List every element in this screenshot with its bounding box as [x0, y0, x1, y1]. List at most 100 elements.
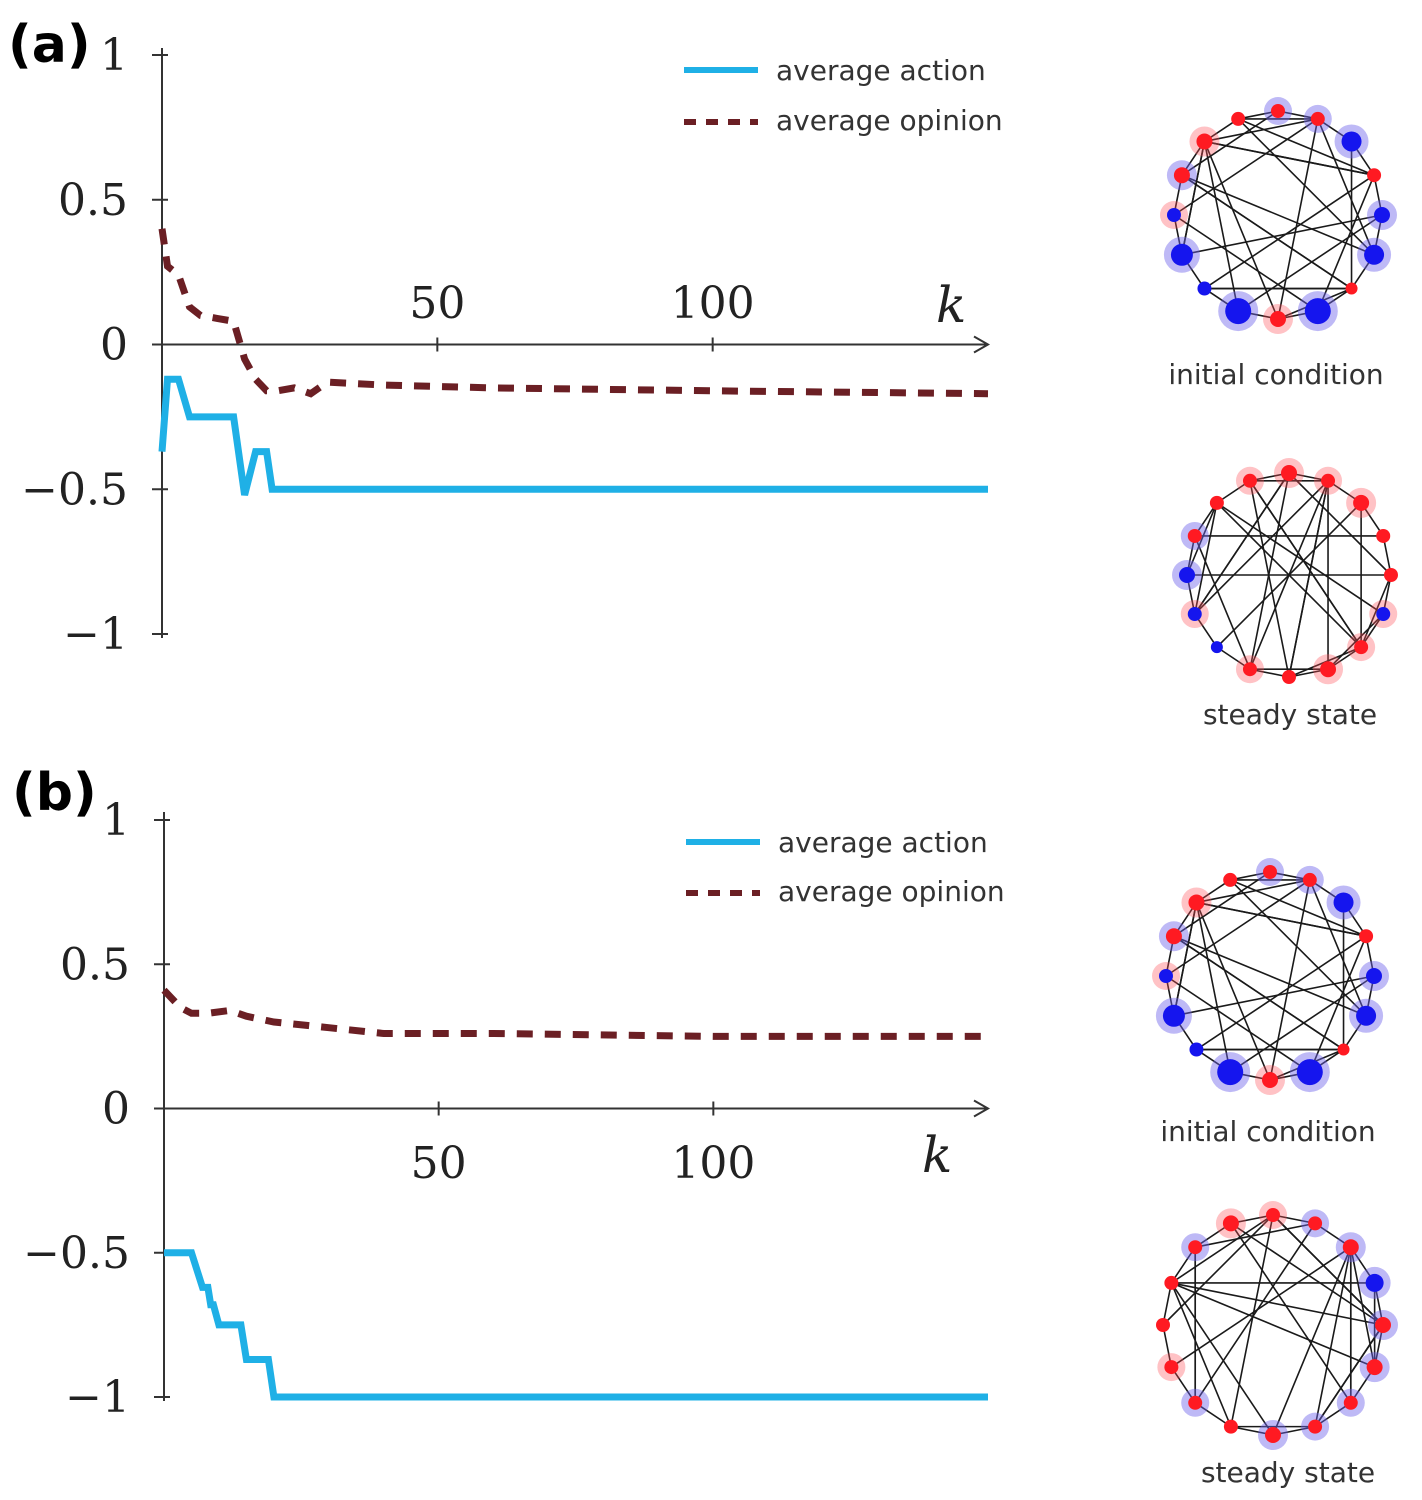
- legend-label-action-b: average action: [778, 826, 988, 859]
- network-node: [1333, 892, 1354, 913]
- legend-a: average action average opinion: [684, 54, 1003, 137]
- network-node: [1164, 1275, 1179, 1290]
- network-edge: [1165, 975, 1311, 1073]
- network-node: [1242, 473, 1257, 488]
- network-node: [1222, 1215, 1239, 1232]
- series-average-action-b: [164, 1249, 988, 1401]
- caption-a-initial: initial condition: [1168, 358, 1383, 391]
- network-edge: [1314, 1247, 1352, 1427]
- network-edge: [1269, 879, 1311, 1081]
- network-edge: [1181, 141, 1206, 255]
- network-edge: [1230, 1214, 1274, 1427]
- network-edge: [1237, 214, 1383, 312]
- network-node: [1217, 1059, 1244, 1086]
- network-edge: [1204, 174, 1375, 290]
- x-axis-arrow-b: [973, 1099, 991, 1118]
- network-node: [1359, 929, 1374, 944]
- network-node: [1263, 865, 1277, 879]
- network-edge: [1309, 879, 1367, 1017]
- x-tick-label: 100: [671, 278, 755, 329]
- y-tick-label: −1: [63, 609, 128, 660]
- network-edge: [1349, 1247, 1376, 1368]
- y-tick-label: 0: [100, 320, 128, 371]
- network-node: [1343, 1395, 1358, 1410]
- network-node: [1367, 168, 1382, 183]
- y-tick-label: 0.5: [58, 175, 128, 226]
- network-node: [1366, 1359, 1383, 1376]
- network-edge: [1173, 935, 1344, 1051]
- network-edge: [1170, 1366, 1196, 1404]
- network-node: [1366, 968, 1382, 984]
- network-edge: [1249, 480, 1329, 670]
- network-edge: [1249, 480, 1290, 678]
- network-node: [1270, 311, 1286, 327]
- network-a-initial-condition: [1160, 97, 1397, 334]
- network-edge: [1165, 879, 1311, 977]
- network-node: [1308, 1419, 1323, 1434]
- network-edge: [1162, 1214, 1274, 1326]
- network-node: [1364, 244, 1385, 265]
- legend-label-opinion-a: average opinion: [776, 104, 1003, 137]
- network-node: [1156, 1318, 1170, 1332]
- tick-labels-a: 1 0.5 0 −0.5 −1 50 100: [21, 30, 755, 660]
- series-b: [161, 987, 988, 1401]
- network-node: [1170, 243, 1193, 266]
- network-edge: [1317, 174, 1375, 312]
- network-node: [1376, 607, 1391, 622]
- network-edge: [1272, 1214, 1384, 1326]
- network-node: [1345, 282, 1358, 295]
- y-tick-label: 0: [102, 1084, 130, 1135]
- network-node: [1209, 495, 1224, 510]
- y-tick-label: −0.5: [21, 464, 128, 515]
- network-b-initial-condition: [1152, 858, 1389, 1095]
- panel-label-b: (b): [12, 763, 97, 823]
- network-edge: [1170, 1246, 1352, 1368]
- network-edge: [1173, 214, 1319, 312]
- network-b-steady-state: [1156, 1201, 1398, 1450]
- network-node: [1376, 528, 1391, 543]
- network-node: [1159, 969, 1173, 983]
- network-node: [1320, 661, 1337, 678]
- network-edge: [1173, 871, 1271, 937]
- x-axis-label-a: k: [936, 276, 966, 334]
- network-node: [1187, 528, 1202, 543]
- network-node: [1353, 494, 1370, 511]
- network-edge: [1173, 975, 1375, 1017]
- network-edge: [1171, 1282, 1384, 1326]
- network-edge: [1194, 535, 1251, 670]
- x-axis-arrow-a: [973, 335, 991, 354]
- network-edge: [1203, 141, 1279, 320]
- network-node: [1365, 1273, 1384, 1292]
- network-node: [1189, 1042, 1204, 1057]
- network-node: [1223, 1419, 1238, 1434]
- network-node: [1165, 928, 1182, 945]
- network-edge: [1181, 214, 1383, 256]
- network-edge: [1229, 975, 1375, 1073]
- network-node: [1337, 1043, 1350, 1056]
- y-tick-label: 0.5: [60, 939, 130, 990]
- network-edge: [1314, 1402, 1352, 1428]
- network-edge: [1186, 502, 1218, 576]
- network-edge: [1317, 118, 1375, 256]
- network-edge: [1162, 1324, 1173, 1368]
- caption-b-initial: initial condition: [1160, 1115, 1375, 1148]
- network-node: [1179, 567, 1195, 583]
- series-average-action-a: [158, 375, 988, 496]
- network-edge: [1193, 502, 1218, 615]
- network-edge: [1203, 141, 1239, 312]
- y-tick-label: −0.5: [23, 1228, 130, 1279]
- y-tick-label: 1: [100, 30, 128, 81]
- network-node: [1354, 640, 1369, 655]
- network-edge: [1195, 1222, 1316, 1249]
- series-a: [158, 228, 989, 496]
- network-node: [1384, 568, 1398, 582]
- network-edge: [1181, 110, 1279, 176]
- network-edge: [1249, 472, 1290, 670]
- tick-labels-b: 1 0.5 0 −0.5 −1 50 100: [23, 795, 755, 1423]
- network-node: [1266, 1208, 1280, 1222]
- network-edge: [1181, 174, 1352, 290]
- network-node: [1196, 133, 1213, 150]
- network-node: [1342, 1239, 1359, 1256]
- network-node: [1356, 1005, 1377, 1026]
- network-node: [1173, 167, 1190, 184]
